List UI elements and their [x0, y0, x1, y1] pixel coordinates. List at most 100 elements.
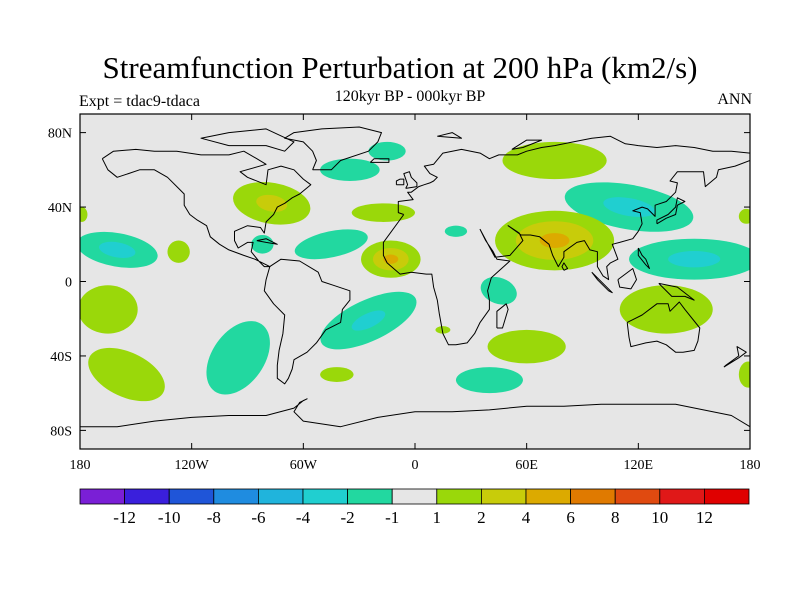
field-e-north-america-level-1	[256, 194, 288, 212]
map-axes: 180 120W 60W 0 60E 120E 180 80N 40N 0 40S 80S	[48, 114, 761, 473]
colorbar: -12 -10 -8 -6 -4 -2 -1 1 2 4 6 8 10 12	[79, 488, 750, 527]
field-south-asia	[495, 210, 615, 271]
field-n-pacific-central-level-0	[167, 240, 190, 263]
colorbar-label: -8	[207, 508, 221, 527]
field-dateline-s	[738, 361, 750, 388]
colorbar-box	[659, 488, 705, 505]
field-n-pacific-central	[167, 240, 190, 263]
colorbar-box	[257, 488, 304, 505]
x-tick-label: 180	[70, 458, 91, 473]
coastline-japan	[656, 197, 686, 225]
field-dateline-s-level-0	[738, 361, 750, 388]
field-s-indian	[487, 329, 566, 364]
coastline-australia	[626, 301, 701, 353]
x-tick-label: 120W	[175, 458, 210, 473]
colorbar-label: 10	[651, 508, 668, 527]
colorbar-label: 1	[433, 508, 442, 527]
coastline-arctic-islands	[200, 128, 295, 152]
coastline-new-zealand	[723, 346, 747, 368]
coastline-afro-eurasia	[382, 135, 750, 346]
coastline-cuba	[256, 238, 278, 245]
field-s-pacific-east-level-0	[206, 321, 270, 395]
field-n-pacific-south-level-0	[80, 285, 138, 334]
coastline-south-america	[263, 258, 351, 385]
field-gulf-of-mexico-level-0	[251, 234, 274, 254]
x-tick-label: 60E	[515, 458, 538, 473]
field-greenland-atlantic-level-0	[320, 158, 380, 181]
colorbar-box	[347, 488, 393, 505]
coastline-sumatra	[591, 271, 613, 294]
colorbar-box	[480, 488, 527, 505]
field-s-pacific-east	[206, 321, 270, 395]
field-s-indian-south	[455, 367, 523, 394]
coastline-svalbard	[437, 132, 462, 139]
field-gulf-of-mexico	[251, 234, 274, 254]
coastline-great-britain	[403, 171, 418, 189]
field-n-atlantic-mid	[351, 203, 415, 222]
colorbar-box	[391, 488, 438, 505]
colorbar-label: -2	[341, 508, 355, 527]
field-s-indian-level-0	[487, 329, 566, 364]
field-n-atlantic-sub-level-0	[294, 229, 368, 260]
field-s-indian-south-level-0	[455, 367, 523, 394]
field-siberia	[502, 141, 607, 180]
field-dateline-n-level-0	[738, 208, 750, 224]
field-e-north-america	[233, 182, 311, 225]
coastline-philippines	[637, 247, 650, 269]
field-n-pacific-west	[80, 231, 158, 268]
field-australia-level-0	[619, 285, 713, 334]
field-south-asia-level-2	[539, 233, 570, 248]
field-mediterranean-level-0	[444, 225, 468, 237]
colorbar-box	[704, 488, 750, 505]
coastline-new-guinea	[658, 282, 695, 301]
field-madagascar-channel-level-0	[435, 326, 451, 334]
colorbar-box	[302, 488, 348, 505]
experiment-label: Expt = tdac9-tdaca	[79, 93, 200, 110]
coastline-madagascar	[496, 303, 509, 329]
coastline-iceland	[369, 158, 390, 163]
field-s-atlantic-south	[320, 367, 354, 382]
field-n-pacific-south	[80, 285, 138, 334]
colorbar-label: -10	[158, 508, 181, 527]
field-australia	[619, 285, 713, 334]
colorbar-label: 4	[522, 508, 531, 527]
field-s-atlantic-level-1	[351, 310, 386, 331]
colorbar-label: 6	[566, 508, 575, 527]
x-tick-label: 60W	[290, 458, 318, 473]
colorbar-box	[570, 488, 616, 505]
y-tick-label: 40N	[48, 201, 72, 216]
chart-title: Streamfunction Perturbation at 200 hPa (…	[102, 50, 698, 85]
field-siberia-level-0	[502, 141, 607, 180]
y-tick-label: 0	[65, 276, 72, 291]
field-east-asia-level-1	[603, 197, 655, 217]
colorbar-label: -4	[296, 508, 311, 527]
x-tick-label: 180	[740, 458, 761, 473]
colorbar-label: 12	[696, 508, 713, 527]
field-madagascar-channel	[435, 326, 451, 334]
colorbar-box	[124, 488, 170, 505]
field-n-atlantic-sub	[294, 229, 368, 260]
y-tick-label: 80N	[48, 127, 72, 142]
coastline-novaya-zemlya	[511, 139, 543, 150]
field-greenland-atlantic	[320, 158, 380, 181]
colorbar-label: 8	[611, 508, 620, 527]
colorbar-box	[436, 488, 482, 505]
field-n-pacific-west-level-1	[99, 241, 136, 258]
field-w-pacific	[629, 238, 750, 280]
coastline-north-america	[101, 148, 312, 268]
coastline-borneo	[617, 268, 637, 290]
field-w-africa	[361, 240, 421, 278]
field-w-europe-edge	[80, 207, 88, 222]
field-east-asia	[564, 182, 694, 232]
colorbar-box	[213, 488, 259, 505]
field-dateline-n	[738, 208, 750, 224]
coastlines	[80, 126, 750, 428]
field-w-pacific-level-1	[668, 250, 721, 268]
coastline-greenland	[284, 126, 382, 171]
field-n-atlantic-mid-level-0	[351, 203, 415, 222]
coastline-antarctica	[80, 398, 750, 428]
field-w-africa-level-2	[383, 254, 399, 264]
x-tick-label: 120E	[624, 458, 654, 473]
colorbar-label: -6	[251, 508, 265, 527]
